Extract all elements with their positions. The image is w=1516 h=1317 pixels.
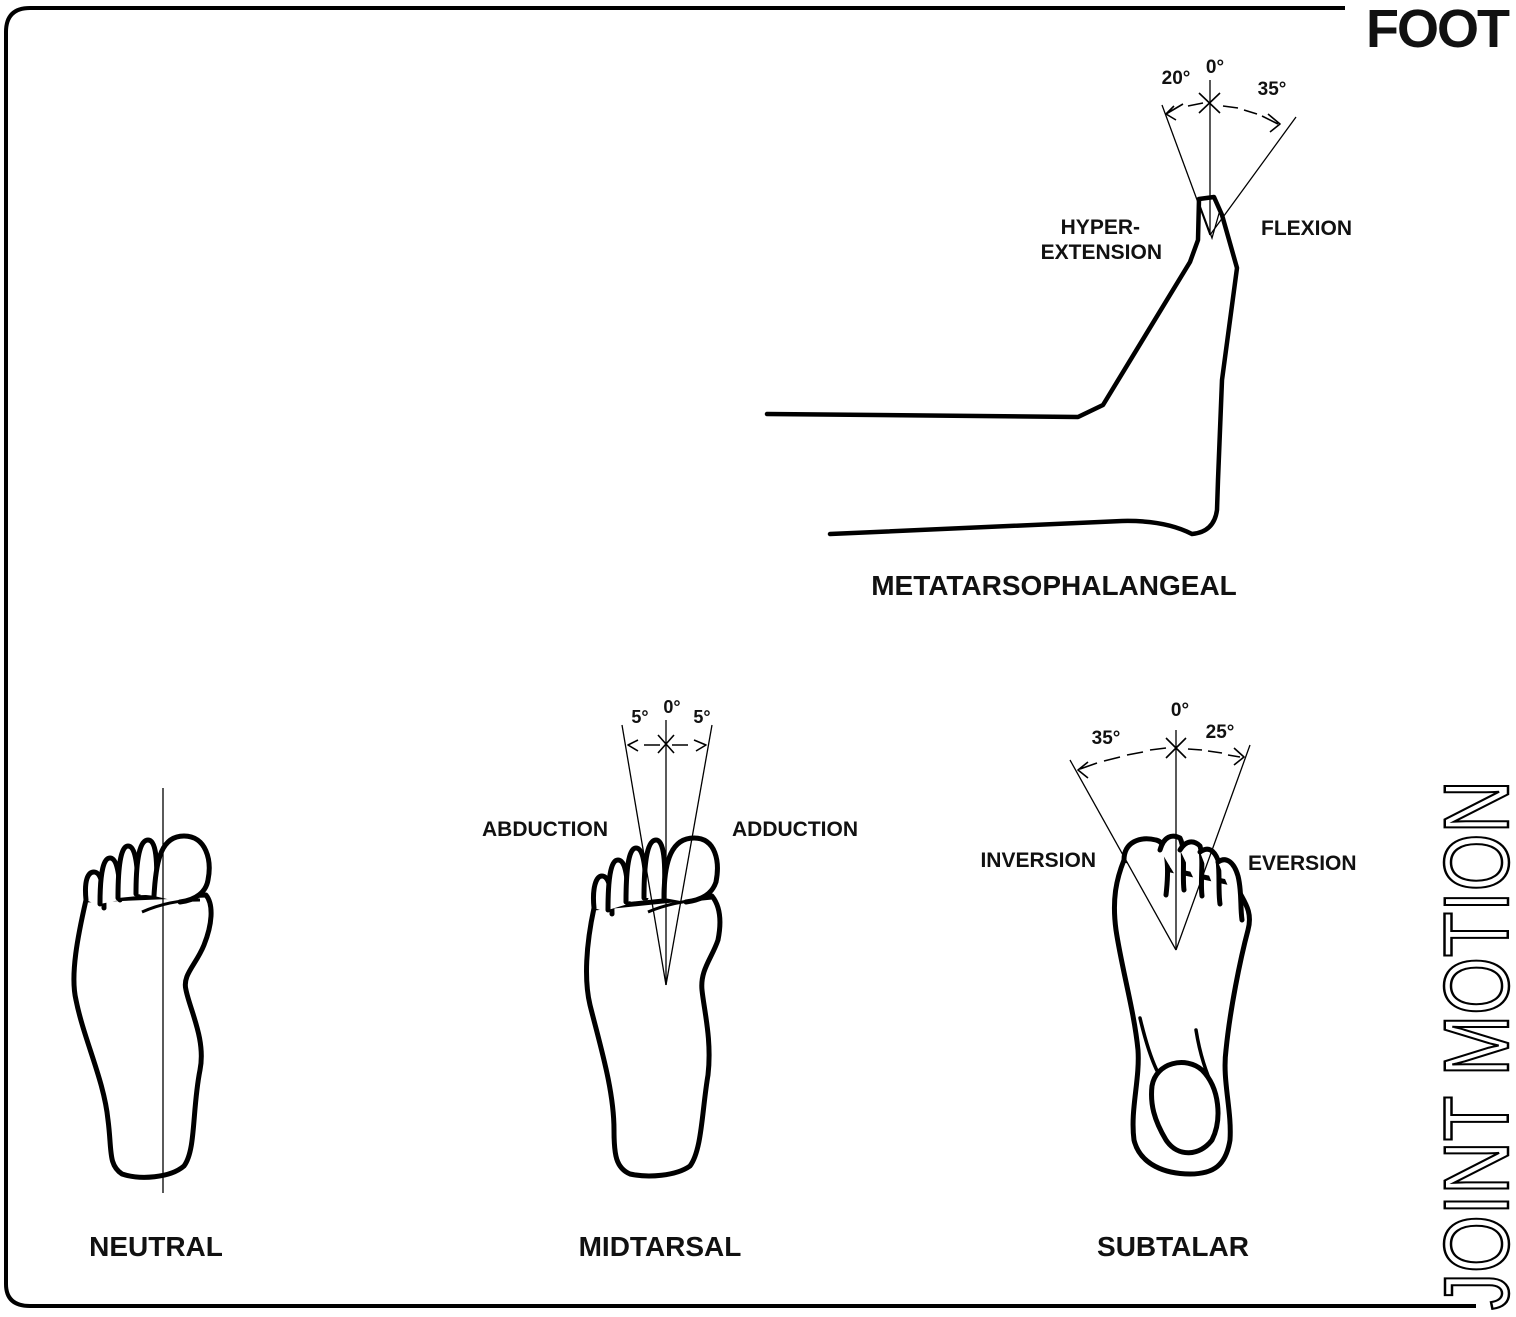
midtarsal-angle-left: 5° (631, 707, 648, 727)
mtp-angle-zero: 0° (1206, 57, 1224, 78)
page-frame (3, 6, 1476, 1308)
subtalar-inversion-line (1069, 759, 1177, 951)
subtalar-angle-zero: 0° (1171, 700, 1189, 721)
subtalar-angle-left: 35° (1092, 728, 1121, 749)
neutral-crease (141, 898, 201, 914)
subtalar-inversion-label: INVERSION (980, 849, 1096, 872)
mtp-flexion-label: FLEXION (1261, 217, 1352, 240)
side-title: JOINT MOTION (1426, 780, 1516, 1310)
mtp-flexion-line (1209, 116, 1297, 236)
midtarsal-adduction-label: ADDUCTION (732, 818, 858, 841)
neutral-diagram: NEUTRAL (71, 788, 223, 1262)
midtarsal-zero-cross (657, 734, 675, 754)
midtarsal-right-arrow (672, 739, 707, 752)
mtp-diagram: 20° 0° 35° HYPER- EXTENSION FLEXION META… (764, 57, 1352, 601)
mtp-hyperextension-line (1161, 104, 1211, 236)
subtalar-heel (1149, 1060, 1221, 1156)
neutral-caption: NEUTRAL (89, 1231, 223, 1262)
midtarsal-toe-2 (641, 837, 668, 901)
mtp-angle-left: 20° (1162, 68, 1191, 89)
page-title: FOOT (1366, 0, 1510, 59)
mtp-caption: METATARSOPHALANGEAL (871, 570, 1237, 601)
midtarsal-diagram: 5° 0° 5° ABDUCTION ADDUCTION MIDTARSAL (482, 697, 858, 1262)
subtalar-zero-cross (1165, 737, 1187, 759)
mtp-hyper-label-1: HYPER- (1061, 216, 1140, 239)
mtp-toe-tip (1198, 202, 1221, 241)
subtalar-right-arrow (1187, 747, 1245, 766)
mtp-right-arrow (1222, 105, 1281, 133)
midtarsal-foot-outline (584, 893, 723, 1179)
midtarsal-angle-zero: 0° (663, 697, 680, 717)
subtalar-toe-5 (1215, 857, 1245, 923)
midtarsal-big-toe (661, 835, 720, 905)
midtarsal-caption: MIDTARSAL (579, 1231, 742, 1262)
subtalar-big-toe (1121, 836, 1171, 898)
subtalar-left-arrow (1077, 747, 1167, 779)
midtarsal-angle-right: 5° (693, 707, 710, 727)
neutral-foot-outline (71, 892, 214, 1180)
mtp-foot-profile (764, 194, 1240, 537)
midtarsal-abduction-line (621, 724, 667, 986)
subtalar-eversion-line (1175, 744, 1251, 951)
neutral-big-toe (151, 833, 212, 905)
midtarsal-abduction-label: ABDUCTION (482, 818, 608, 841)
subtalar-diagram: 35° 0° 25° INVERSION EVERSION SUBTALAR (980, 700, 1356, 1262)
mtp-zero-cross (1198, 92, 1221, 114)
mtp-hyper-label-2: EXTENSION (1041, 241, 1162, 264)
subtalar-angle-right: 25° (1206, 722, 1235, 743)
midtarsal-adduction-line (665, 724, 713, 986)
mtp-angle-right: 35° (1258, 79, 1287, 100)
subtalar-caption: SUBTALAR (1097, 1231, 1249, 1262)
mtp-left-arrow (1165, 102, 1204, 121)
midtarsal-left-arrow (627, 739, 660, 752)
subtalar-eversion-label: EVERSION (1248, 852, 1357, 875)
